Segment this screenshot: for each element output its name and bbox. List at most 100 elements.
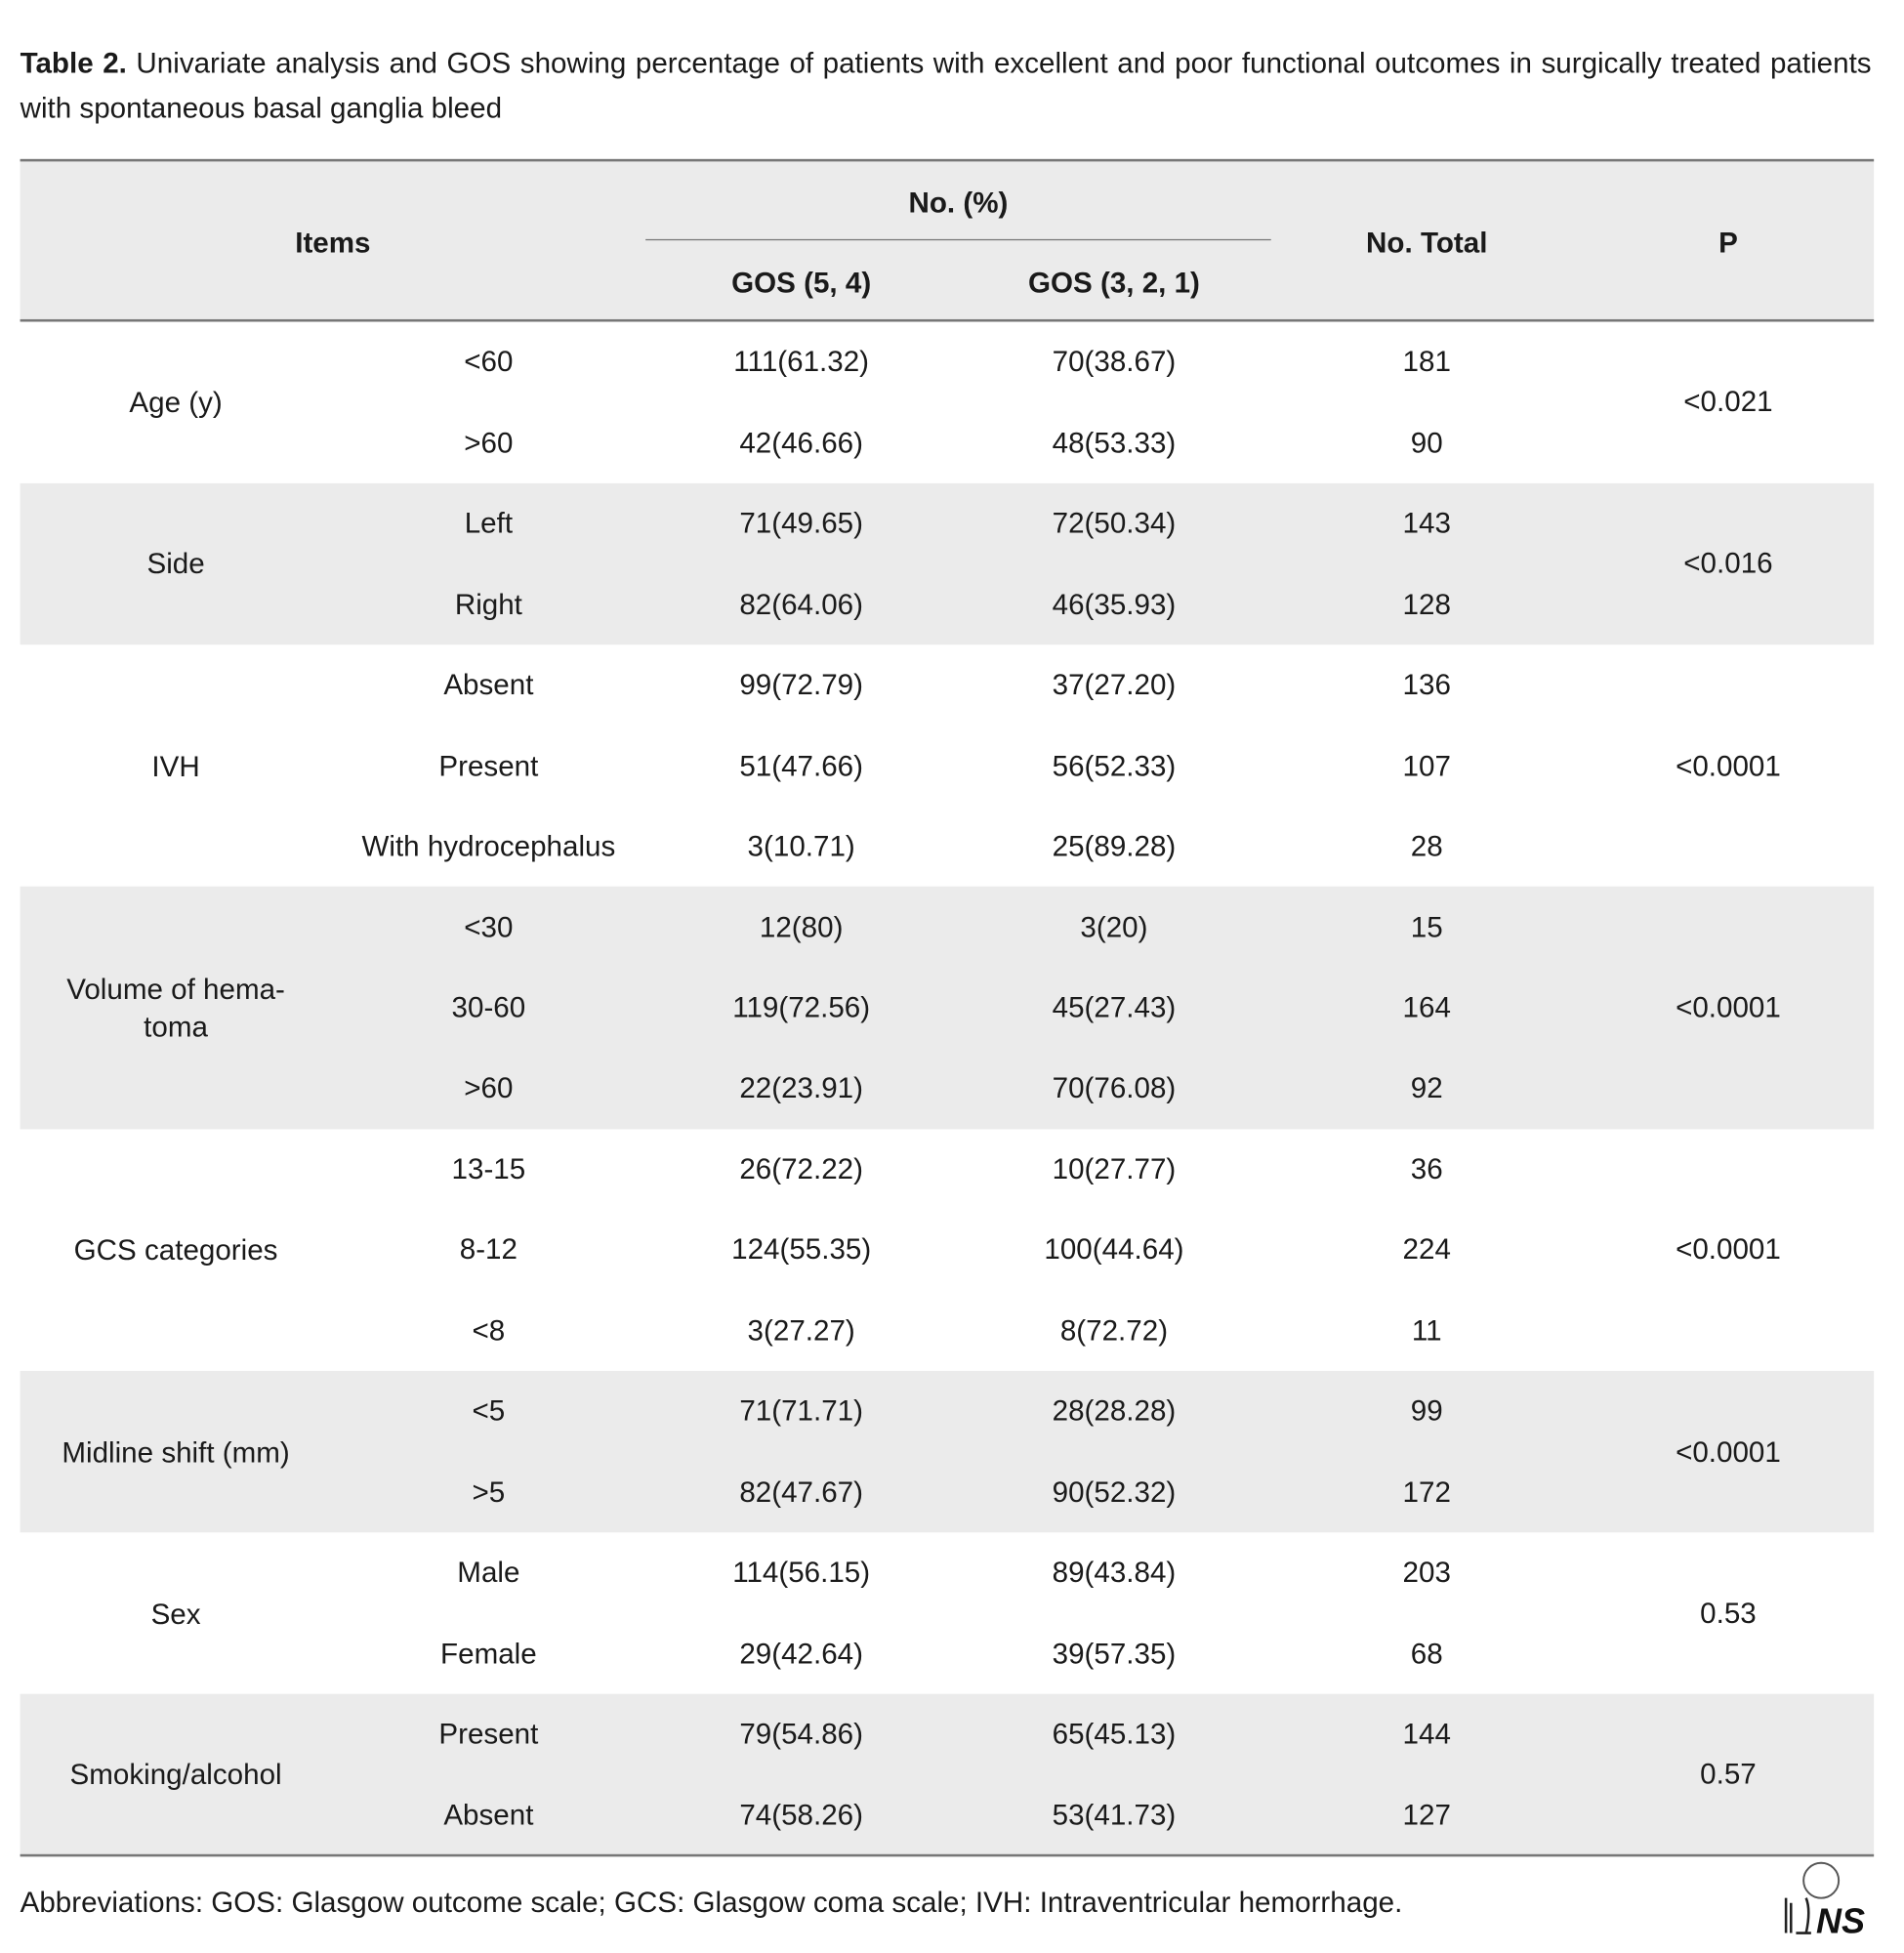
caption-label: Table 2. xyxy=(20,46,127,79)
cell-good: 124(55.35) xyxy=(731,1232,872,1267)
sub-label: 30-60 xyxy=(451,990,526,1024)
cell-poor: 70(76.08) xyxy=(1052,1071,1177,1104)
p-value: 0.53 xyxy=(1700,1596,1757,1630)
cell-total: 164 xyxy=(1402,990,1451,1024)
row-band xyxy=(20,1693,1875,1855)
cell-poor: 25(89.28) xyxy=(1052,829,1177,862)
p-value: <0.0001 xyxy=(1676,748,1781,782)
footnote: Abbreviations: GOS: Glasgow outcome scal… xyxy=(20,1885,1403,1919)
group-label: IVH xyxy=(151,749,200,782)
sub-label: <8 xyxy=(472,1313,506,1347)
caption: Table 2. Univariate analysis and GOS sho… xyxy=(21,40,1872,130)
header-cell: No. Total xyxy=(1366,226,1488,259)
sub-label: Present xyxy=(438,748,539,782)
cell-good: 3(27.27) xyxy=(747,1313,855,1347)
group-label: Sex xyxy=(150,1597,201,1630)
sub-label: 8-12 xyxy=(459,1232,517,1267)
header-cell: P xyxy=(1718,226,1738,259)
cell-total: 143 xyxy=(1402,506,1451,540)
cell-good: 26(72.22) xyxy=(739,1152,863,1185)
cell-good: 82(64.06) xyxy=(739,587,863,620)
cell-poor: 70(38.67) xyxy=(1052,345,1177,378)
sub-label: Absent xyxy=(443,1798,534,1831)
cell-total: 128 xyxy=(1402,587,1451,620)
bottom-rule xyxy=(20,1853,1875,1857)
sub-label: <5 xyxy=(472,1394,506,1428)
cell-good: 119(72.56) xyxy=(732,990,871,1024)
top-rule xyxy=(20,158,1875,162)
sub-label: <60 xyxy=(464,345,514,378)
cell-poor: 37(27.20) xyxy=(1052,668,1177,701)
sub-label: Absent xyxy=(443,668,534,701)
sub-label: Present xyxy=(438,1717,539,1751)
cell-total: 127 xyxy=(1402,1798,1451,1831)
cell-total: 203 xyxy=(1402,1556,1451,1589)
header-cell: GOS (5, 4) xyxy=(731,266,872,299)
sub-label: 13-15 xyxy=(451,1152,526,1185)
sub-label: >60 xyxy=(464,426,514,459)
sub-label: Male xyxy=(457,1556,520,1589)
cell-total: 136 xyxy=(1402,668,1451,701)
cell-good: 51(47.66) xyxy=(739,748,863,782)
cell-total: 99 xyxy=(1410,1394,1443,1428)
header-cell: Items xyxy=(295,226,371,259)
cell-good: 29(42.64) xyxy=(739,1637,863,1670)
cell-poor: 28(28.28) xyxy=(1052,1394,1177,1428)
cell-total: 11 xyxy=(1411,1313,1442,1347)
cell-good: 3(10.71) xyxy=(747,829,855,862)
row-band xyxy=(20,1371,1875,1533)
cell-poor: 39(57.35) xyxy=(1052,1637,1177,1670)
p-value: 0.57 xyxy=(1700,1758,1757,1791)
cell-total: 68 xyxy=(1410,1637,1443,1670)
logo-mark xyxy=(1784,1897,1811,1934)
group-label: Side xyxy=(146,547,205,581)
group-label: Volume of hema-toma xyxy=(66,973,285,1043)
cell-poor: 72(50.34) xyxy=(1052,506,1177,540)
p-value: <0.0001 xyxy=(1676,1232,1781,1267)
cell-total: 144 xyxy=(1402,1717,1451,1751)
span-rule xyxy=(645,238,1271,241)
cell-poor: 8(72.72) xyxy=(1059,1313,1169,1347)
row-band xyxy=(20,887,1875,1130)
cell-poor: 53(41.73) xyxy=(1052,1798,1177,1831)
group-label: Midline shift (mm) xyxy=(62,1435,290,1469)
cell-good: 99(72.79) xyxy=(739,668,863,701)
cell-poor: 90(52.32) xyxy=(1052,1475,1177,1509)
group-label: Smoking/alcohol xyxy=(69,1758,282,1791)
cell-total: 15 xyxy=(1410,910,1443,943)
cell-poor: 100(44.64) xyxy=(1044,1232,1184,1267)
cell-good: 82(47.67) xyxy=(739,1475,863,1509)
sub-label: Right xyxy=(454,587,522,620)
header-band xyxy=(20,160,1875,321)
cell-poor: 48(53.33) xyxy=(1052,426,1177,459)
cell-good: 71(71.71) xyxy=(739,1394,863,1428)
group-label: Age (y) xyxy=(129,386,223,419)
p-value: <0.021 xyxy=(1683,385,1773,419)
cell-poor: 65(45.13) xyxy=(1052,1717,1177,1751)
cell-good: 79(54.86) xyxy=(739,1717,863,1751)
p-value: <0.0001 xyxy=(1676,990,1781,1024)
cell-total: 224 xyxy=(1402,1232,1451,1267)
cell-total: 28 xyxy=(1410,829,1443,862)
p-value: <0.016 xyxy=(1683,547,1773,580)
group-label: GCS categories xyxy=(73,1233,278,1267)
header-cell: No. (%) xyxy=(908,186,1009,219)
row-band xyxy=(20,482,1875,645)
cell-poor: 45(27.43) xyxy=(1052,990,1177,1024)
sub-label: With hydrocephalus xyxy=(361,829,616,862)
cell-good: 74(58.26) xyxy=(739,1798,863,1831)
sub-label: Female xyxy=(440,1637,537,1670)
sub-label: >5 xyxy=(472,1475,506,1509)
cell-total: 90 xyxy=(1410,426,1443,459)
header-cell: GOS (3, 2, 1) xyxy=(1027,266,1200,299)
cell-poor: 89(43.84) xyxy=(1052,1556,1177,1589)
header-rule xyxy=(20,318,1875,322)
cell-total: 107 xyxy=(1402,748,1451,782)
cell-total: 172 xyxy=(1402,1475,1451,1509)
cell-total: 92 xyxy=(1410,1071,1443,1104)
logo-brain xyxy=(1802,1861,1841,1899)
cell-good: 22(23.91) xyxy=(739,1071,863,1104)
cell-good: 111(61.32) xyxy=(733,345,870,378)
cell-poor: 3(20) xyxy=(1080,910,1148,943)
